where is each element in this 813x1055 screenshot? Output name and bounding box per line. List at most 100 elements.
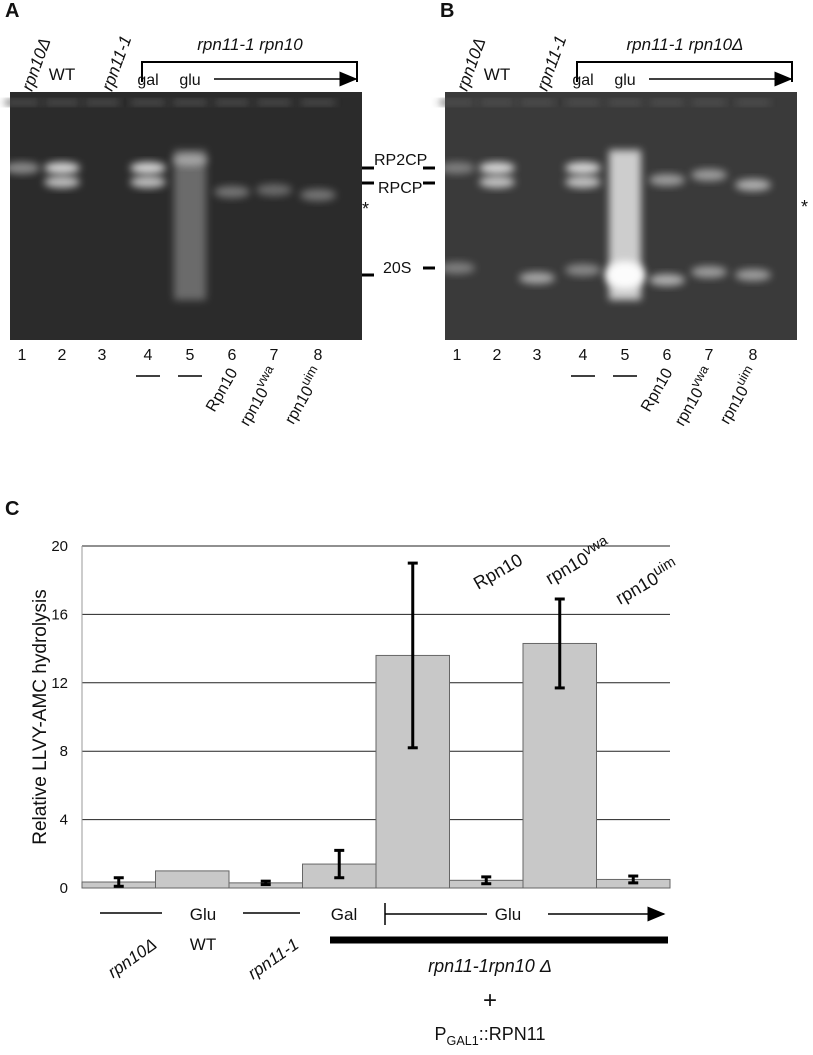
- y-tick-label: 4: [60, 812, 68, 829]
- band: [565, 176, 601, 188]
- lane-number: 7: [705, 347, 714, 364]
- lane-bottom-label-sup: uim: [732, 363, 755, 388]
- lane-number: 3: [533, 347, 542, 364]
- lane-bottom-label-sup: vwa: [252, 362, 277, 390]
- lane-bottom-label: rpn10vwa: [667, 362, 719, 429]
- well: [45, 100, 79, 105]
- bar: [155, 870, 230, 889]
- construct-label: PGAL1::RPN11: [435, 1024, 546, 1048]
- top-label: rpn10vwa: [541, 533, 615, 589]
- well: [692, 100, 726, 105]
- band: [519, 272, 555, 284]
- band: [565, 162, 601, 174]
- lane-bottom-label-sup: uim: [297, 363, 320, 388]
- lane-number: 8: [314, 347, 323, 364]
- lane-label: rpn11-1: [533, 33, 570, 93]
- band: [44, 162, 80, 174]
- well: [301, 100, 335, 105]
- well: [650, 100, 684, 105]
- y-axis-label: Relative LLVY-AMC hydrolysis: [30, 589, 51, 845]
- lane-number: 2: [493, 347, 502, 364]
- top-label: Rpn10: [470, 550, 526, 594]
- band: [649, 174, 685, 186]
- panel-label: A: [5, 0, 19, 22]
- error-bar: [554, 597, 565, 690]
- construct-label-sub: GAL1: [447, 1034, 479, 1048]
- lane-bottom-label: rpn10uim: [277, 363, 328, 428]
- band: [735, 269, 771, 281]
- band: [4, 162, 40, 174]
- lane-bottom-label-base: Rpn10: [638, 365, 676, 414]
- band: [479, 176, 515, 188]
- band: [439, 262, 475, 274]
- lane-number: 7: [270, 347, 279, 364]
- lane-number: 1: [453, 347, 462, 364]
- band: [691, 169, 727, 181]
- band: [479, 162, 515, 174]
- marker-label: RP2CP: [374, 152, 427, 169]
- panel-label: B: [440, 0, 454, 22]
- lane-number: 3: [98, 347, 107, 364]
- y-tick-label: 16: [51, 606, 68, 623]
- glu-label: glu: [179, 72, 200, 89]
- marker-label: 20S: [383, 260, 411, 277]
- strain-label: rpn10Δ: [104, 935, 160, 982]
- y-tick-label: 12: [51, 675, 68, 692]
- panel-c: C Relative LLVY-AMC hydrolysis 0 4 8 12 16 20 Rp…: [5, 498, 682, 1048]
- band: [439, 162, 475, 174]
- lane-bottom-label: Rpn10: [203, 365, 241, 414]
- band: [565, 264, 601, 276]
- condition-label: Gal: [331, 905, 357, 924]
- glu-label: glu: [614, 72, 635, 89]
- lane-bottom-label-base: rpn10: [237, 385, 272, 429]
- gal-label: gal: [137, 72, 158, 89]
- well: [566, 100, 600, 105]
- y-tick-label: 8: [60, 743, 68, 760]
- lane-bottom-label-sup: vwa: [687, 362, 712, 390]
- lane-number: 5: [186, 347, 195, 364]
- band: [214, 186, 250, 198]
- y-tick-label: 20: [51, 538, 68, 555]
- band: [44, 176, 80, 188]
- group-label: rpn11-1 rpn10: [197, 35, 303, 54]
- top-label: rpn10uim: [611, 554, 682, 609]
- band: [735, 179, 771, 191]
- strain-label: rpn11-1: [244, 935, 302, 983]
- gal-label: gal: [572, 72, 593, 89]
- well: [85, 100, 119, 105]
- band: [300, 189, 336, 201]
- panel-label: C: [5, 498, 19, 520]
- y-tick-label: 0: [60, 880, 68, 897]
- lane-number: 8: [749, 347, 758, 364]
- error-bar: [628, 874, 639, 885]
- lane-bottom-label-base: rpn10: [717, 383, 752, 427]
- lane-bottom-label: Rpn10: [638, 365, 676, 414]
- band: [649, 274, 685, 286]
- top-label-base: Rpn10: [470, 550, 526, 594]
- lane-number: 2: [58, 347, 67, 364]
- lane-number: 1: [18, 347, 27, 364]
- well: [480, 100, 514, 105]
- lane-bottom-label-base: Rpn10: [203, 365, 241, 414]
- well: [131, 100, 165, 105]
- well: [440, 100, 474, 105]
- lane-number: 5: [621, 347, 630, 364]
- lane-label: WT: [484, 65, 510, 84]
- plus: +: [483, 987, 497, 1014]
- error-bar: [260, 879, 271, 887]
- well: [5, 100, 39, 105]
- error-bar: [407, 561, 418, 750]
- error-bar: [334, 848, 345, 880]
- lane-number: 6: [228, 347, 237, 364]
- well: [520, 100, 554, 105]
- band: [605, 261, 645, 289]
- lane-bottom-label: rpn10uim: [712, 363, 763, 428]
- condition-label: Glu: [190, 905, 216, 924]
- lane-label: rpn11-1: [98, 33, 135, 93]
- well: [215, 100, 249, 105]
- well: [257, 100, 291, 105]
- smear: [174, 150, 206, 300]
- error-bar: [113, 876, 124, 888]
